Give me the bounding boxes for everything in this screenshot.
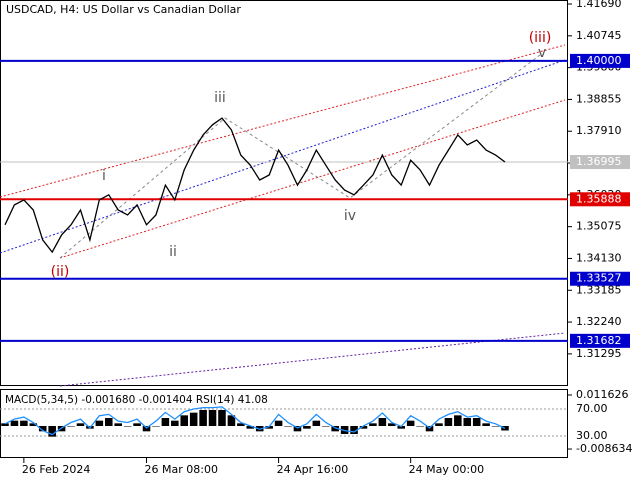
macd-bar — [274, 420, 283, 426]
macd-bar — [284, 426, 292, 427]
rsi-tick-label: 30.00 — [576, 429, 608, 442]
wave-label: (ii) — [51, 264, 70, 280]
macd-bar — [369, 423, 377, 426]
x-tick-label: 24 Apr 16:00 — [277, 463, 349, 476]
trend-lines — [0, 44, 566, 387]
channel-line — [59, 332, 566, 387]
macd-bar — [435, 423, 443, 426]
level-label: 1.35888 — [576, 192, 622, 205]
macd-bar — [208, 410, 217, 426]
x-tick-label: 26 Feb 2024 — [22, 463, 90, 476]
macd-bar — [38, 426, 47, 432]
y-tick-label: 1.40745 — [576, 29, 622, 42]
macd-bar — [152, 426, 160, 427]
current-price-label: 1.36995 — [576, 155, 622, 168]
macd-bar — [482, 423, 490, 426]
macd-bar — [199, 410, 207, 426]
rsi-line — [4, 406, 506, 436]
macd-bar — [378, 418, 387, 426]
macd-bar — [123, 426, 132, 427]
macd-bar — [350, 426, 358, 434]
wave-label: i — [102, 168, 106, 184]
y-tick-label: 1.33185 — [576, 283, 622, 296]
macd-bar — [472, 418, 481, 426]
level-box — [570, 53, 630, 68]
level-box — [570, 192, 630, 207]
macd-bar — [397, 426, 405, 429]
macd-bar — [293, 426, 302, 432]
macd-bar — [265, 426, 273, 429]
chart-title: USDCAD, H4: US Dollar vs Canadian Dollar — [6, 3, 241, 16]
y-tick-label: 1.31295 — [576, 347, 622, 360]
macd-bar — [29, 423, 38, 426]
macd-bar — [76, 423, 85, 426]
macd-bar — [67, 426, 75, 427]
current-price-box — [570, 155, 630, 170]
macd-bar — [454, 415, 462, 426]
y-tick-label: 1.32240 — [576, 315, 622, 328]
macd-bar — [114, 423, 122, 426]
macd-bar — [227, 415, 236, 426]
price-line — [4, 117, 506, 254]
macd-bar — [1, 423, 9, 426]
x-tick-label: 26 Mar 08:00 — [145, 463, 218, 476]
macd-bar — [237, 423, 245, 426]
macd-bar — [133, 423, 141, 426]
y-tick-label: 1.41690 — [576, 0, 622, 10]
y-tick-label: 1.34130 — [576, 251, 622, 264]
macd-bar — [312, 420, 321, 426]
macd-bar — [463, 418, 472, 426]
macd-bar — [246, 426, 255, 429]
y-tick-label: 1.35075 — [576, 220, 622, 233]
macd-bar — [10, 420, 19, 426]
wave-label: (iii) — [529, 30, 552, 46]
level-label: 1.31682 — [576, 334, 622, 347]
macd-bar — [444, 418, 453, 426]
level-label: 1.33527 — [576, 272, 622, 285]
macd-bar — [359, 426, 368, 429]
rsi-tick-label: 70.00 — [576, 402, 608, 415]
macd-bar — [331, 426, 339, 432]
channel-line — [59, 99, 566, 259]
macd-bar — [416, 426, 424, 427]
y-tick-label: 1.38855 — [576, 92, 622, 105]
macd-bar — [20, 420, 28, 426]
macd-bar — [105, 418, 113, 426]
channel-line — [0, 44, 566, 198]
main-frame — [0, 0, 568, 386]
macd-tick-label: -0.008634 — [576, 442, 632, 455]
macd-bar — [321, 426, 330, 427]
x-tick-label: 24 May 00:00 — [409, 463, 484, 476]
macd-bar — [303, 426, 311, 429]
macd-bar — [189, 412, 198, 426]
level-label: 1.40000 — [576, 54, 622, 67]
macd-tick-label: 0.011626 — [576, 388, 629, 401]
wave-path — [59, 54, 541, 259]
macd-bar — [180, 415, 189, 426]
macd-bar — [406, 420, 415, 426]
macd-bar — [491, 426, 500, 427]
wave-label: iv — [344, 208, 356, 224]
channel-line — [0, 59, 566, 254]
wave-label: ii — [169, 244, 177, 260]
wave-label: v — [538, 45, 546, 61]
level-box — [570, 333, 630, 348]
macd-bar — [388, 423, 396, 426]
macd-bar — [171, 420, 179, 426]
macd-bar — [48, 426, 56, 437]
macd-bar — [218, 410, 226, 426]
macd-bar — [161, 418, 170, 426]
level-box — [570, 271, 630, 286]
indicator-label: MACD(5,34,5) -0.001680 -0.001404 RSI(14)… — [5, 394, 268, 406]
macd-bar — [95, 420, 104, 426]
y-tick-label: 1.37910 — [576, 124, 622, 137]
wave-label: iii — [214, 90, 226, 106]
